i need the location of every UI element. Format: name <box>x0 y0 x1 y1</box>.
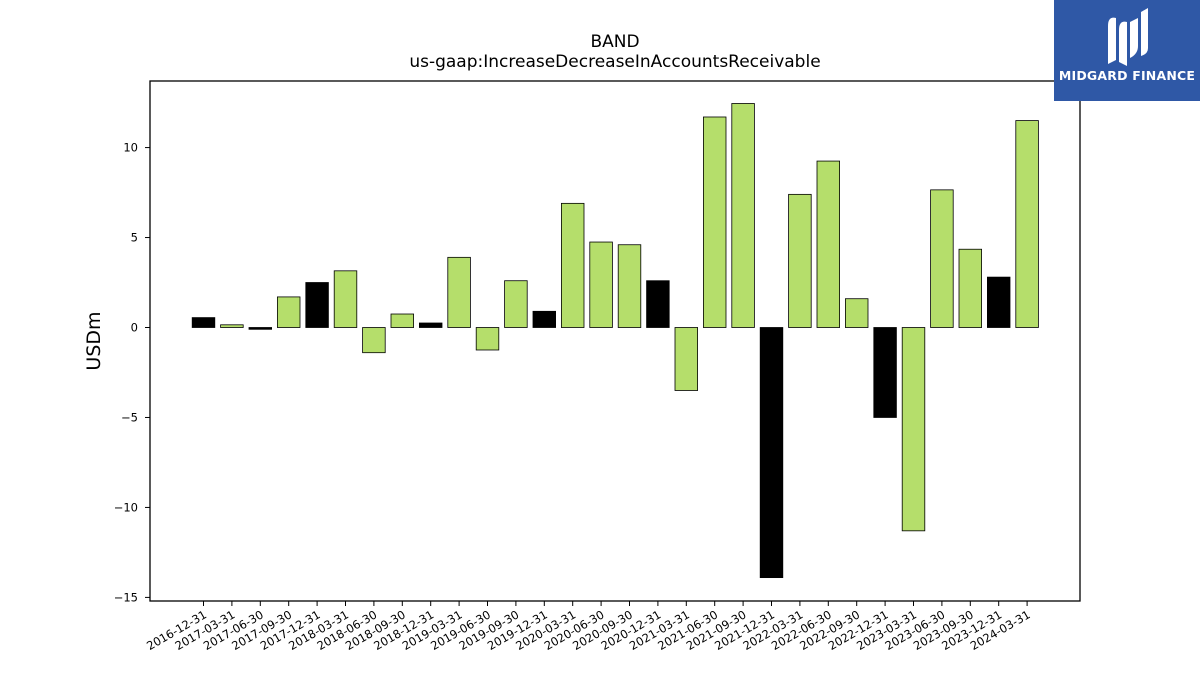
midgard-finance-logo: MIDGARD FINANCE <box>1054 0 1200 101</box>
chart-subtitle: us-gaap:IncreaseDecreaseInAccountsReceiv… <box>409 52 821 72</box>
bar-2017-06-30 <box>248 327 273 330</box>
bar-2020-06-30 <box>589 241 613 328</box>
bar-2021-09-30 <box>731 103 755 328</box>
bar-2017-03-31 <box>220 324 244 328</box>
midgard-logo-icon <box>1108 8 1148 66</box>
bar-2024-03-31 <box>1015 120 1039 328</box>
bar-2018-06-30 <box>362 327 386 354</box>
bar-2021-12-31 <box>759 327 784 579</box>
bar-2017-12-31 <box>305 282 329 328</box>
bar-2021-06-30 <box>703 116 727 328</box>
y-axis-label: USDm <box>83 311 105 370</box>
bar-2022-09-30 <box>845 298 869 328</box>
bar-2020-12-31 <box>646 280 670 328</box>
y-tick-label: −15 <box>114 590 138 604</box>
bar-2019-12-31 <box>532 310 557 328</box>
chart-title: BAND <box>590 32 640 52</box>
bar-2023-09-30 <box>958 248 983 328</box>
y-tick-label: 5 <box>131 231 138 245</box>
bar-2023-06-30 <box>930 189 954 328</box>
bar-2018-12-31 <box>418 322 443 328</box>
plot-frame <box>149 80 1081 602</box>
bar-2021-03-31 <box>674 327 699 391</box>
bar-2023-12-31 <box>987 276 1011 328</box>
bar-2022-06-30 <box>816 160 841 328</box>
bar-2018-03-31 <box>333 270 358 328</box>
bar-2019-03-31 <box>447 256 471 328</box>
bar-2019-09-30 <box>504 280 528 328</box>
y-tick-label: 10 <box>123 141 138 155</box>
y-tick-label: −5 <box>121 410 138 424</box>
logo-text: MIDGARD FINANCE <box>1058 68 1196 83</box>
bar-2022-12-31 <box>873 327 897 418</box>
bar-2018-09-30 <box>390 313 415 328</box>
y-tick-label: −10 <box>114 500 138 514</box>
bar-2020-03-31 <box>561 202 585 328</box>
bar-2019-06-30 <box>475 327 500 351</box>
bar-2020-09-30 <box>617 244 642 328</box>
bar-2017-09-30 <box>276 296 301 328</box>
bar-2016-12-31 <box>191 317 216 328</box>
bar-2022-03-31 <box>788 193 812 328</box>
bar-2023-03-31 <box>901 327 926 532</box>
y-tick-label: 0 <box>131 321 138 335</box>
